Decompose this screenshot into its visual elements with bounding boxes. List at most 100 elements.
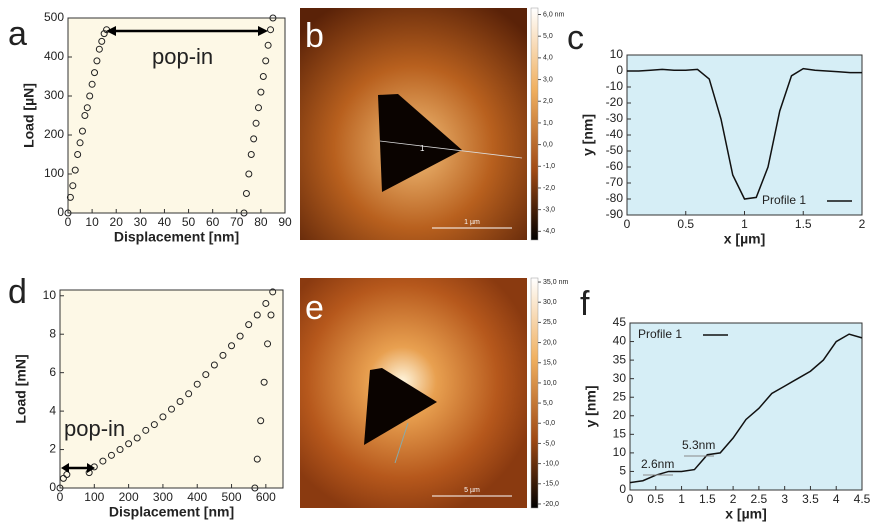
colorbar-label: 1,0 xyxy=(543,120,553,127)
y-tick-label: 45 xyxy=(613,315,627,329)
plot-area xyxy=(60,290,283,488)
x-tick-label: 500 xyxy=(222,490,242,504)
y-tick-label: -10 xyxy=(606,79,624,93)
colorbar-label: 30,0 xyxy=(543,299,557,306)
x-tick-label: 1.5 xyxy=(795,217,812,231)
y-tick-label: 8 xyxy=(49,326,56,340)
colorbar xyxy=(531,278,538,508)
x-tick-label: 1 xyxy=(741,217,748,231)
y-tick-label: 25 xyxy=(613,389,627,403)
x-tick-label: 0 xyxy=(624,217,631,231)
colorbar-label: -3,0 xyxy=(543,206,555,213)
colorbar-label: -10,0 xyxy=(543,460,559,467)
colorbar-label: 0,0 xyxy=(543,141,553,148)
y-tick-label: 20 xyxy=(613,408,627,422)
x-tick-label: 30 xyxy=(134,215,148,229)
colorbar-label: -15,0 xyxy=(543,481,559,488)
y-axis-label: Load [mN] xyxy=(13,354,29,423)
y-tick-label: 100 xyxy=(44,166,64,180)
y-tick-label: 400 xyxy=(44,49,64,63)
y-axis-label: y [nm] xyxy=(580,114,596,156)
x-tick-label: 200 xyxy=(119,490,139,504)
y-tick-label: 10 xyxy=(43,288,57,302)
y-tick-label: 0 xyxy=(57,205,64,219)
colorbar-label: 35,0 nm xyxy=(543,279,568,286)
x-tick-label: 40 xyxy=(158,215,172,229)
y-tick-label: 5 xyxy=(619,464,626,478)
y-tick-label: 0 xyxy=(616,63,623,77)
y-tick-label: 35 xyxy=(613,352,627,366)
x-tick-label: 2.5 xyxy=(751,492,768,506)
y-tick-label: 6 xyxy=(49,365,56,379)
y-axis-label: Load [µN] xyxy=(21,83,37,148)
y-tick-label: -50 xyxy=(606,143,624,157)
colorbar-label: 2,0 xyxy=(543,98,553,105)
x-tick-label: 50 xyxy=(182,215,196,229)
x-axis-label: Displacement [nm] xyxy=(114,229,239,245)
colorbar-label: 10,0 xyxy=(543,380,557,387)
profile-label: 1 xyxy=(420,144,425,153)
x-tick-label: 4.5 xyxy=(854,492,871,506)
y-tick-label: 10 xyxy=(613,445,627,459)
y-tick-label: 4 xyxy=(49,403,56,417)
x-tick-label: 90 xyxy=(278,215,292,229)
scale-bar-label: 1 µm xyxy=(464,219,480,226)
colorbar-label: 6,0 nm xyxy=(543,11,565,18)
y-tick-label: 40 xyxy=(613,334,627,348)
colorbar-label: 5,0 xyxy=(543,33,553,40)
x-tick-label: 100 xyxy=(84,490,104,504)
y-tick-label: 15 xyxy=(613,427,627,441)
colorbar-label: 3,0 xyxy=(543,76,553,83)
x-tick-label: 20 xyxy=(110,215,124,229)
y-tick-label: -60 xyxy=(606,159,624,173)
scale-bar-label: 5 µm xyxy=(464,487,480,494)
y-tick-label: 0 xyxy=(49,480,56,494)
annotation: pop-in xyxy=(64,416,125,441)
x-tick-label: 3 xyxy=(781,492,788,506)
y-tick-label: 30 xyxy=(613,371,627,385)
y-tick-label: -90 xyxy=(606,207,624,221)
colorbar-label: 5,0 xyxy=(543,400,553,407)
y-tick-label: -30 xyxy=(606,111,624,125)
x-axis-label: Displacement [nm] xyxy=(109,504,234,520)
annotation: 2.6nm xyxy=(641,457,674,471)
panel-label: a xyxy=(8,15,27,53)
y-tick-label: -20 xyxy=(606,95,624,109)
y-tick-label: 200 xyxy=(44,127,64,141)
colorbar-label: 15,0 xyxy=(543,360,557,367)
x-axis-label: x [µm] xyxy=(724,231,766,247)
x-tick-label: 300 xyxy=(153,490,173,504)
x-tick-label: 0 xyxy=(65,215,72,229)
y-tick-label: 500 xyxy=(44,10,64,24)
panel-label: c xyxy=(567,19,584,57)
x-tick-label: 4 xyxy=(833,492,840,506)
x-tick-label: 0.5 xyxy=(647,492,664,506)
colorbar-label: -0,0 xyxy=(543,420,555,427)
x-tick-label: 2 xyxy=(859,217,866,231)
x-axis-label: x [µm] xyxy=(725,506,767,522)
x-tick-label: 0.5 xyxy=(677,217,694,231)
plot-area xyxy=(627,55,862,215)
colorbar-label: -4,0 xyxy=(543,228,555,235)
x-tick-label: 3.5 xyxy=(802,492,819,506)
colorbar-label: 4,0 xyxy=(543,55,553,62)
x-tick-label: 10 xyxy=(85,215,99,229)
y-tick-label: 300 xyxy=(44,88,64,102)
colorbar-label: -2,0 xyxy=(543,185,555,192)
annotation: 5.3nm xyxy=(682,438,715,452)
colorbar-label: -20,0 xyxy=(543,501,559,508)
colorbar-label: 20,0 xyxy=(543,339,557,346)
colorbar-label: -1,0 xyxy=(543,163,555,170)
x-tick-label: 400 xyxy=(187,490,207,504)
y-tick-label: 10 xyxy=(610,47,624,61)
annotation: pop-in xyxy=(152,44,213,69)
x-tick-label: 0 xyxy=(57,490,64,504)
panel-label: d xyxy=(8,273,27,311)
y-tick-label: 0 xyxy=(619,482,626,496)
x-tick-label: 60 xyxy=(206,215,220,229)
x-tick-label: 80 xyxy=(254,215,268,229)
x-tick-label: 600 xyxy=(256,490,276,504)
legend-label: Profile 1 xyxy=(762,193,806,207)
y-axis-label: y [nm] xyxy=(583,386,599,428)
x-tick-label: 1.5 xyxy=(699,492,716,506)
